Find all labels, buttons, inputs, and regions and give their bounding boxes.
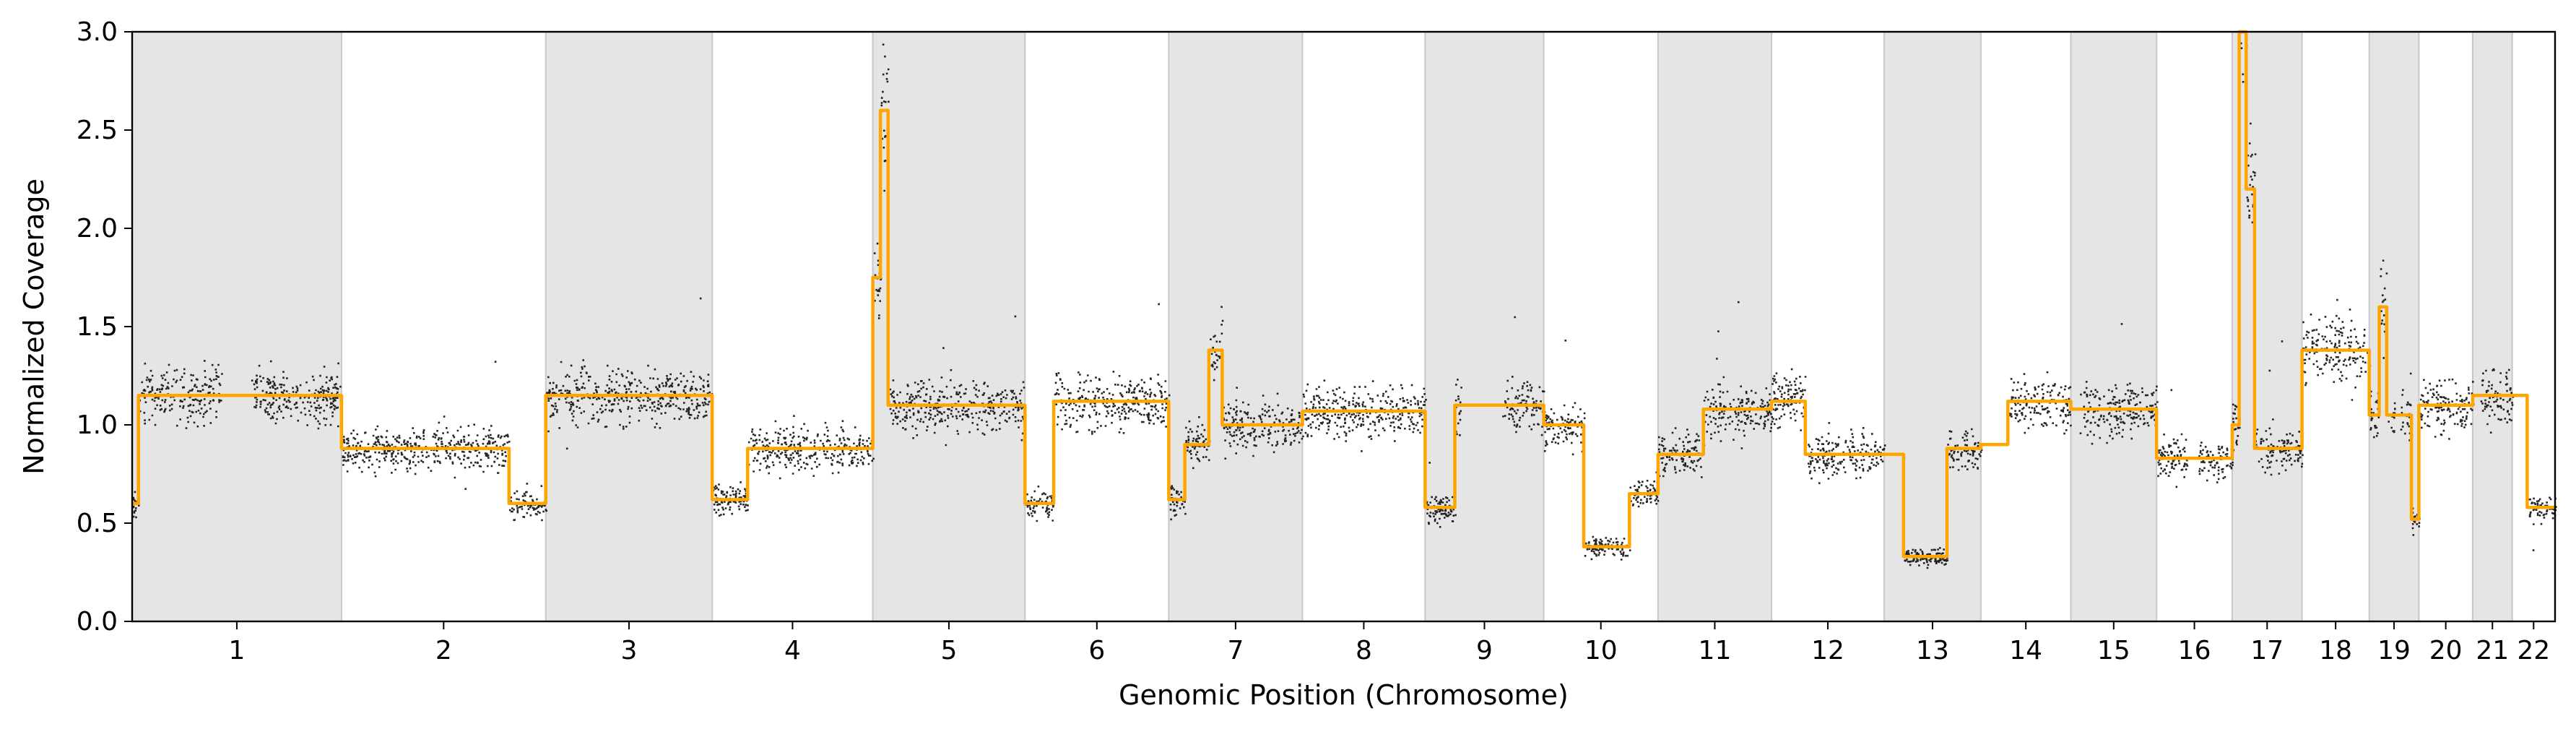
- x-tick-label: 21: [2476, 636, 2509, 665]
- points-chr2: [342, 361, 547, 522]
- x-tick-label: 22: [2517, 636, 2550, 665]
- chromosome-shading: [131, 32, 2513, 621]
- x-tick-label: 13: [1916, 636, 1949, 665]
- chromosome-band-13: [1884, 32, 1981, 621]
- chromosome-band-7: [1168, 32, 1303, 621]
- points-chr13: [1901, 428, 1983, 569]
- y-axis-label: Normalized Coverage: [18, 178, 50, 475]
- y-tick-label: 1.0: [77, 410, 118, 440]
- chromosome-band-5: [872, 32, 1025, 621]
- x-tick-label: 3: [621, 636, 638, 665]
- points-chr10: [1543, 340, 1660, 561]
- x-tick-label: 10: [1584, 636, 1618, 665]
- x-tick-label: 7: [1227, 636, 1244, 665]
- x-tick-label: 19: [2377, 636, 2411, 665]
- x-tick-label: 14: [2009, 636, 2042, 665]
- chromosome-band-3: [545, 32, 713, 621]
- points-chr14: [2008, 371, 2072, 435]
- x-tick-label: 1: [228, 636, 245, 665]
- chromosome-band-9: [1425, 32, 1544, 621]
- points-chr20: [2419, 378, 2475, 440]
- points-chr16: [2157, 389, 2234, 488]
- y-tick-label: 2.5: [77, 116, 118, 145]
- points-chr8: [1302, 379, 1427, 452]
- x-tick-label: 5: [940, 636, 957, 665]
- segment-lines: [132, 30, 2555, 559]
- chromosome-band-11: [1657, 32, 1772, 621]
- points-chr22: [2528, 496, 2557, 551]
- y-tick-label: 3.0: [77, 17, 118, 47]
- x-tick-label: 2: [435, 636, 452, 665]
- points-chr12: [1771, 368, 1886, 484]
- points-chr7: [1169, 306, 1304, 521]
- chromosome-band-19: [2369, 32, 2419, 621]
- plot-frame: [131, 30, 2557, 623]
- points-chr11: [1658, 301, 1774, 478]
- chromosome-band-1: [132, 32, 342, 621]
- chromosome-band-15: [2070, 32, 2157, 621]
- points-chr6: [1025, 303, 1171, 522]
- points-chr1: [132, 360, 343, 519]
- points-chr4: [712, 415, 875, 517]
- y-tick-label: 0.5: [77, 509, 118, 538]
- x-tick-label: 6: [1088, 636, 1105, 665]
- y-tick-label: 0.0: [77, 607, 118, 637]
- x-axis-label: Genomic Position (Chromosome): [1119, 679, 1569, 711]
- segment-line: [132, 30, 2555, 559]
- x-tick-label: 18: [2319, 636, 2352, 665]
- x-tick-label: 9: [1476, 636, 1493, 665]
- x-axis: 1 2 3 4 5 6 7 8 9 10 11 12 13 14 15 16 17 18 19 20 21 22: [228, 621, 2550, 665]
- x-tick-label: 4: [784, 636, 801, 665]
- x-tick-label: 16: [2178, 636, 2211, 665]
- y-tick-label: 2.0: [77, 214, 118, 243]
- x-tick-label: 15: [2097, 636, 2130, 665]
- chromosome-band-17: [2232, 32, 2302, 621]
- x-tick-label: 11: [1699, 636, 1732, 665]
- x-tick-label: 17: [2250, 636, 2284, 665]
- x-tick-label: 12: [1811, 636, 1844, 665]
- points-chr3: [546, 297, 714, 450]
- x-tick-label: 8: [1356, 636, 1372, 665]
- y-tick-label: 1.5: [77, 312, 118, 342]
- coverage-points: [132, 42, 2557, 569]
- chromosome-band-21: [2472, 32, 2512, 621]
- points-chr21: [2480, 368, 2515, 434]
- y-axis: 0.0 0.5 1.0 1.5 2.0 2.5 3.0: [77, 17, 132, 637]
- x-tick-label: 20: [2429, 636, 2463, 665]
